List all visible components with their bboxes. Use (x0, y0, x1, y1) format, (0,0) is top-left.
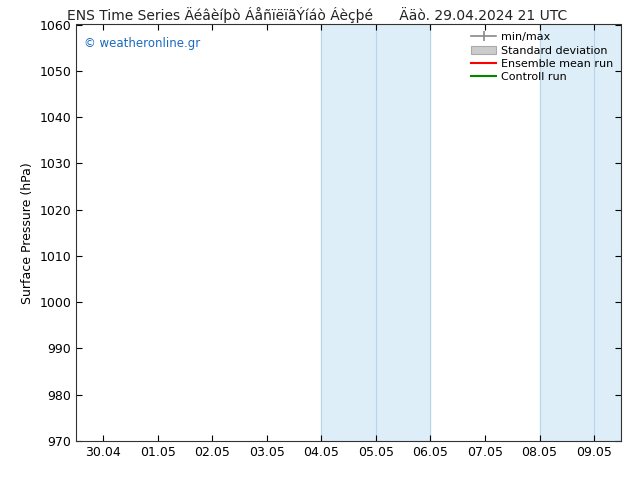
Text: ENS Time Series Äéâèíþò ÁåñïëïãÝíáò Áèçþé      Ääò. 29.04.2024 21 UTC: ENS Time Series Äéâèíþò ÁåñïëïãÝíáò Áèçþ… (67, 7, 567, 24)
Bar (540, 24, 634, 441)
Text: © weatheronline.gr: © weatheronline.gr (84, 37, 200, 50)
Legend: min/max, Standard deviation, Ensemble mean run, Controll run: min/max, Standard deviation, Ensemble me… (467, 28, 618, 87)
Bar (321, 24, 430, 441)
Y-axis label: Surface Pressure (hPa): Surface Pressure (hPa) (21, 162, 34, 304)
